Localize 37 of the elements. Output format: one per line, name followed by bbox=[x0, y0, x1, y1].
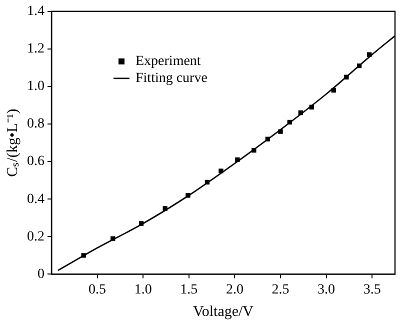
y-axis-title: Cₛ/(kg•L⁻¹) bbox=[4, 108, 21, 177]
point bbox=[287, 120, 292, 124]
point bbox=[331, 88, 336, 93]
point bbox=[278, 129, 283, 134]
point bbox=[138, 221, 144, 226]
point bbox=[298, 110, 303, 116]
point bbox=[110, 236, 116, 241]
y-tick-label: 0.4 bbox=[27, 192, 44, 207]
y-tick-label: 1.0 bbox=[27, 79, 44, 94]
point bbox=[235, 157, 240, 162]
x-tick-label: 1.5 bbox=[180, 282, 198, 298]
point bbox=[81, 253, 86, 258]
point bbox=[204, 180, 210, 185]
legend-label: Fitting curve bbox=[136, 71, 208, 86]
y-tick-label: 1.2 bbox=[27, 42, 44, 57]
y-tick-label: 0.2 bbox=[27, 229, 44, 244]
legend-label: Experiment bbox=[136, 54, 201, 70]
x-tick-label: 3.5 bbox=[363, 282, 381, 298]
y-tick-label: 0.8 bbox=[27, 116, 44, 132]
x-tick-label: 2.0 bbox=[226, 282, 244, 298]
point bbox=[309, 104, 314, 110]
x-tick-label: 2.5 bbox=[272, 282, 290, 298]
point bbox=[186, 193, 190, 198]
point bbox=[218, 168, 224, 174]
y-tick-label: 0 bbox=[38, 266, 44, 282]
x-tick-label: 0.5 bbox=[88, 282, 106, 298]
x-axis-title: Voltage/V bbox=[192, 304, 254, 320]
y-tick-label: 1.4 bbox=[27, 4, 44, 20]
point bbox=[344, 74, 349, 80]
point bbox=[162, 206, 168, 211]
y-tick-label: 0.6 bbox=[27, 154, 44, 170]
point bbox=[367, 52, 372, 57]
point bbox=[356, 64, 362, 68]
x-tick-label: 1.0 bbox=[134, 282, 152, 298]
point bbox=[252, 148, 256, 153]
x-tick-label: 3.0 bbox=[318, 282, 336, 298]
point bbox=[265, 136, 270, 142]
